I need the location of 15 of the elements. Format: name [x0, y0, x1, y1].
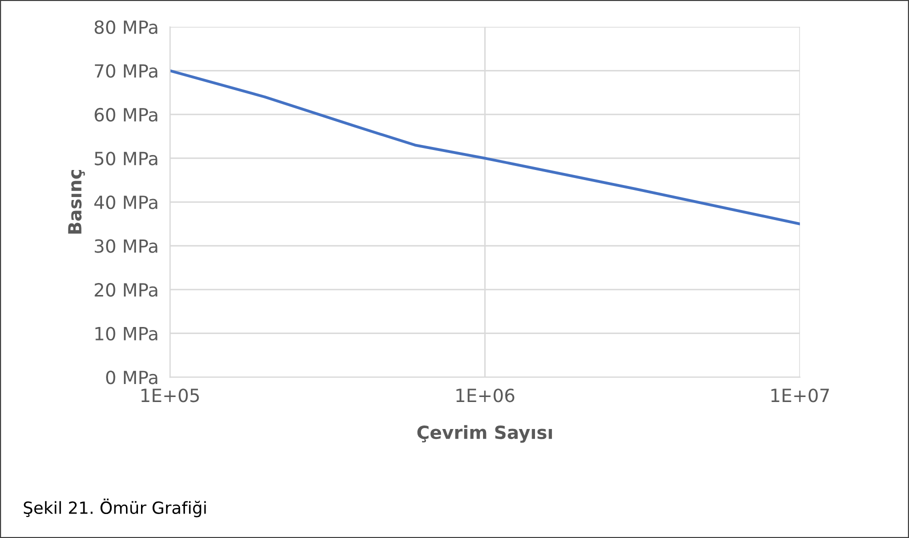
y-axis-title: Basınç — [68, 170, 85, 234]
y-tick-label: 20 MPa — [94, 283, 158, 297]
x-tick-label: 1E+06 — [456, 388, 514, 402]
y-tick-label: 60 MPa — [94, 108, 158, 122]
x-axis-title: Çevrim Sayısı — [417, 425, 552, 443]
y-tick-label: 0 MPa — [106, 370, 158, 384]
x-tick-label: 1E+07 — [771, 388, 829, 402]
y-tick-label: 80 MPa — [94, 20, 158, 34]
y-tick-label: 50 MPa — [94, 152, 158, 166]
y-tick-label: 30 MPa — [94, 239, 158, 253]
y-tick-label: 10 MPa — [95, 326, 158, 340]
x-tick-label: 1E+05 — [141, 388, 199, 402]
y-tick-label: 70 MPa — [94, 64, 158, 78]
y-tick-label: 40 MPa — [94, 195, 158, 210]
text: Şekil 21. Ömür Grafiği — [24, 498, 206, 518]
